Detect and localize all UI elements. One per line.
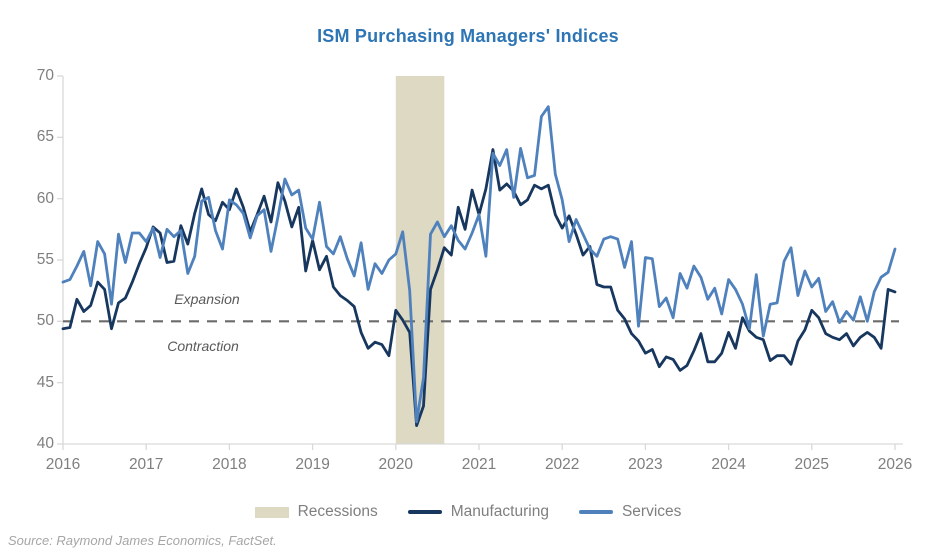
x-axis-label: 2025 [794, 456, 830, 473]
recession-band [395, 76, 445, 444]
services-swatch [578, 510, 613, 514]
x-axis-label: 2021 [461, 456, 497, 473]
y-axis-label: 55 [36, 251, 54, 268]
manufacturing-line [61, 148, 897, 428]
x-axis-label: 2023 [628, 456, 663, 473]
x-axis-label: 2019 [295, 456, 330, 473]
recessions-swatch [254, 506, 289, 518]
y-axis-label: 65 [36, 128, 54, 146]
x-axis-label: 2017 [128, 456, 164, 473]
legend-label: Recessions [297, 503, 378, 520]
y-axis-label: 45 [36, 373, 54, 391]
legend-label: Services [621, 503, 682, 520]
expansion-label: Expansion [174, 291, 240, 307]
axis-lines [62, 76, 903, 445]
x-axis-label: 2020 [378, 456, 414, 473]
services-line [61, 105, 897, 424]
legend-item-manufacturing: Manufacturing [407, 503, 549, 521]
contraction-label: Contraction [167, 338, 239, 354]
manufacturing-swatch [407, 510, 442, 514]
y-axis-label: 60 [36, 189, 54, 207]
x-axis-label: 2026 [877, 456, 913, 473]
x-axis-label: 2016 [45, 456, 81, 473]
legend-item-services: Services [578, 503, 682, 521]
legend-label: Manufacturing [450, 503, 549, 520]
chart-title: ISM Purchasing Managers' Indices [317, 26, 619, 46]
source-note: Source: Raymond James Economics, FactSet… [8, 533, 277, 548]
legend-item-recessions: Recessions [254, 503, 378, 521]
x-axis-label: 2022 [544, 456, 580, 473]
y-axis-label: 50 [36, 312, 54, 330]
legend: Recessions Manufacturing Services [0, 503, 936, 521]
x-axis-label: 2018 [212, 456, 247, 473]
y-axis-label: 70 [36, 67, 54, 84]
x-axis-label: 2024 [711, 456, 746, 473]
y-axis-label: 40 [36, 435, 54, 452]
